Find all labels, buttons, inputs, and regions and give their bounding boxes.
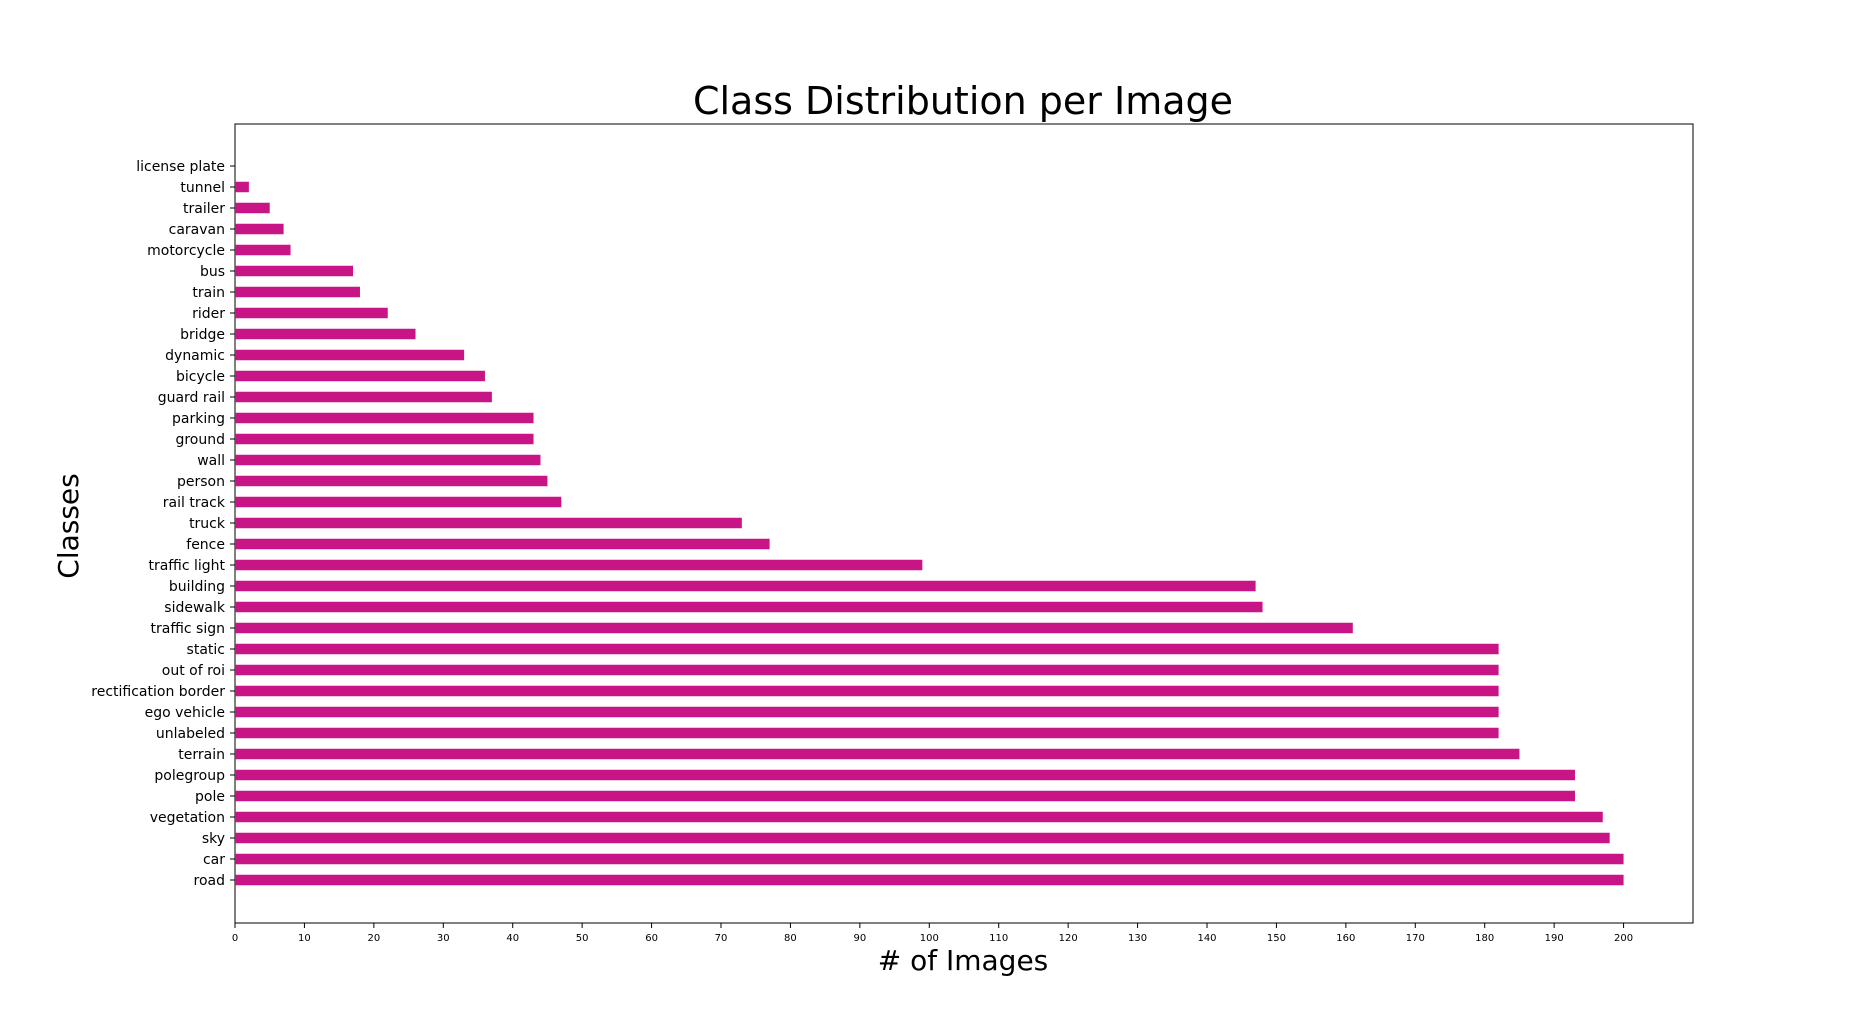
chart-title: Class Distribution per Image (693, 79, 1233, 123)
y-tick-label: road (194, 873, 225, 889)
y-tick-label: parking (172, 411, 225, 427)
y-tick-label: bicycle (176, 369, 225, 385)
bar-truck (235, 517, 742, 529)
bar-dynamic (235, 349, 465, 361)
x-tick-label: 190 (1545, 933, 1564, 944)
bar-wall (235, 454, 541, 466)
x-tick-label: 20 (367, 933, 380, 944)
bar-vegetation (235, 811, 1603, 823)
bar-bus (235, 265, 354, 277)
y-tick-label: pole (195, 789, 225, 805)
x-tick-label: 180 (1475, 933, 1494, 944)
x-tick-label: 200 (1614, 933, 1633, 944)
x-tick-label: 170 (1406, 933, 1425, 944)
bar-static (235, 643, 1499, 655)
y-tick-label: wall (197, 453, 225, 469)
bar-road (235, 874, 1624, 886)
x-tick-label: 0 (232, 933, 238, 944)
x-tick-label: 50 (576, 933, 589, 944)
bar-rail-track (235, 496, 562, 508)
bar-polegroup (235, 769, 1575, 781)
y-tick-label: tunnel (180, 180, 225, 196)
x-tick-label: 80 (784, 933, 797, 944)
y-tick-label: caravan (169, 222, 225, 238)
bar-person (235, 475, 548, 487)
y-tick-label: trailer (183, 201, 225, 217)
bar-pole (235, 790, 1575, 802)
y-tick-label: terrain (178, 747, 225, 763)
y-tick-label: sky (202, 831, 225, 847)
y-tick-label: bridge (180, 327, 225, 343)
bar-bicycle (235, 370, 485, 382)
bar-bridge (235, 328, 416, 340)
x-tick-label: 100 (920, 933, 939, 944)
bar-unlabeled (235, 727, 1499, 739)
y-tick-label: rail track (163, 495, 226, 511)
y-tick-label: rectification border (91, 684, 225, 700)
x-tick-label: 140 (1197, 933, 1216, 944)
bar-parking (235, 412, 534, 424)
bar-out-of-roi (235, 664, 1499, 676)
y-tick-label: traffic sign (151, 621, 225, 637)
bar-ego-vehicle (235, 706, 1499, 718)
y-tick-label: bus (200, 264, 225, 280)
y-tick-label: vegetation (150, 810, 225, 826)
y-tick-label: sidewalk (164, 600, 226, 616)
bar-building (235, 580, 1256, 592)
bar-sky (235, 832, 1610, 844)
y-tick-label: ground (175, 432, 225, 448)
bar-sidewalk (235, 601, 1263, 613)
y-tick-label: unlabeled (156, 726, 225, 742)
y-tick-label: person (177, 474, 225, 490)
y-tick-label: license plate (136, 159, 225, 175)
x-tick-label: 120 (1059, 933, 1078, 944)
y-tick-label: fence (186, 537, 225, 553)
x-tick-label: 150 (1267, 933, 1286, 944)
y-tick-label: truck (189, 516, 226, 532)
y-tick-label: train (192, 285, 225, 301)
bar-rectification-border (235, 685, 1499, 697)
y-tick-label: building (169, 579, 225, 595)
y-tick-label: traffic light (148, 558, 225, 574)
x-tick-label: 30 (437, 933, 450, 944)
bar-traffic-light (235, 559, 923, 571)
bar-motorcycle (235, 244, 291, 256)
x-tick-label: 40 (506, 933, 519, 944)
y-tick-label: rider (192, 306, 225, 322)
x-tick-label: 110 (989, 933, 1008, 944)
bar-train (235, 286, 360, 298)
y-tick-label: static (187, 642, 225, 658)
y-tick-label: ego vehicle (145, 705, 225, 721)
plot-area: road car sky vegetation pole polegroup terrain… (91, 123, 1694, 944)
x-tick-label: 70 (715, 933, 728, 944)
y-tick-label: dynamic (165, 348, 225, 364)
y-tick-label: polegroup (154, 768, 225, 784)
bar-ground (235, 433, 534, 445)
x-tick-label: 90 (853, 933, 866, 944)
bar-guard-rail (235, 391, 492, 403)
x-axis-label: # of Images (878, 944, 1049, 977)
y-tick-label: out of roi (162, 663, 225, 679)
bar-car (235, 853, 1624, 865)
x-tick-label: 10 (298, 933, 311, 944)
bar-rider (235, 307, 388, 319)
x-tick-label: 160 (1336, 933, 1355, 944)
y-tick-label: motorcycle (147, 243, 225, 259)
y-axis-label: Classes (52, 473, 85, 578)
bar-fence (235, 538, 770, 550)
x-tick-label: 60 (645, 933, 658, 944)
bar-traffic-sign (235, 622, 1353, 634)
bar-tunnel (235, 181, 249, 193)
bar-caravan (235, 223, 284, 235)
bar-trailer (235, 202, 270, 214)
y-tick-label: guard rail (158, 390, 225, 406)
bar-terrain (235, 748, 1520, 760)
y-tick-label: car (203, 852, 225, 868)
x-tick-label: 130 (1128, 933, 1147, 944)
